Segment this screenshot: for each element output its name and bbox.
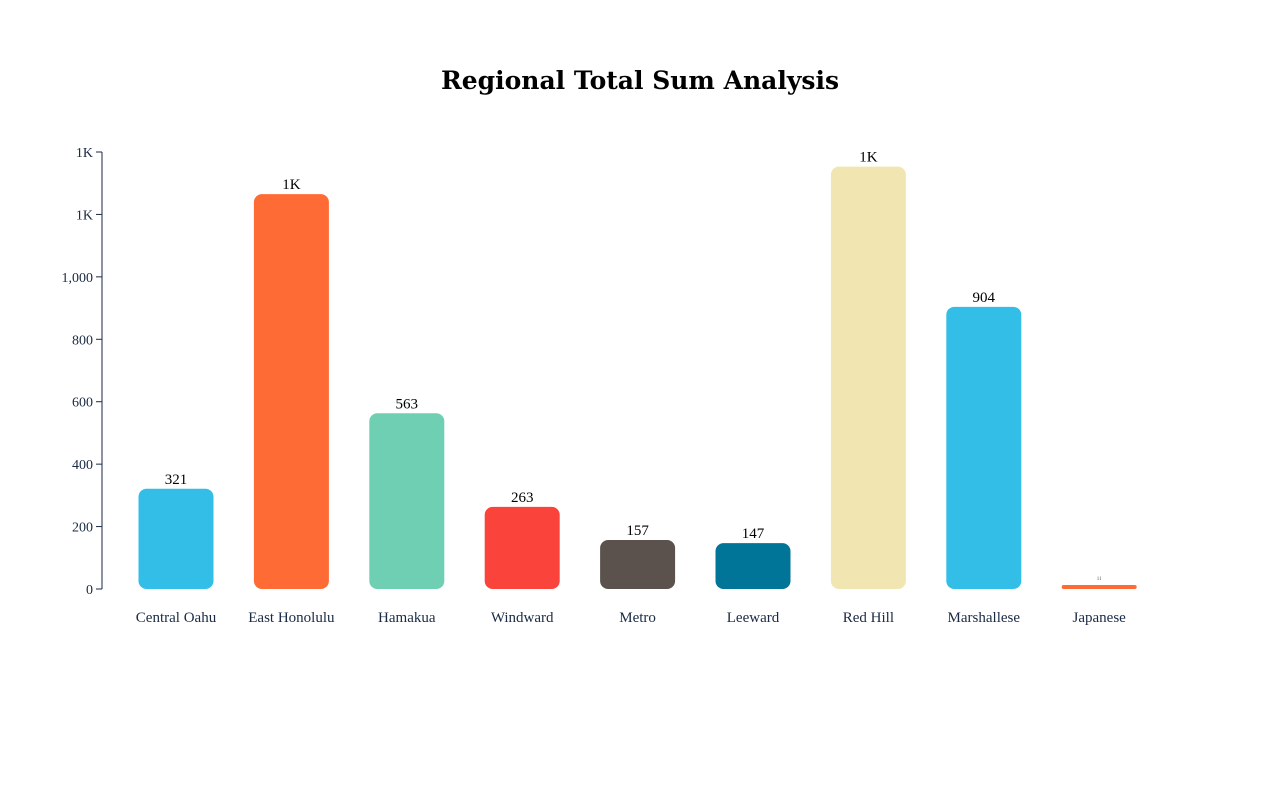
- bar-marshallese[interactable]: [946, 306, 1022, 589]
- data-label: 263: [511, 490, 534, 506]
- category-label: East Honolulu: [248, 610, 335, 626]
- category-label: Hamakua: [378, 610, 436, 626]
- category-label: Red Hill: [843, 610, 894, 626]
- y-tick-label: 0: [86, 583, 93, 598]
- bar-hamakua[interactable]: [369, 413, 445, 589]
- bar-leeward[interactable]: [715, 543, 791, 589]
- data-label: 904: [973, 290, 996, 306]
- data-label: 157: [626, 523, 649, 539]
- chart-title: Regional Total Sum Analysis: [440, 66, 840, 95]
- y-tick-label: 1K: [76, 208, 93, 223]
- bar-windward[interactable]: [484, 506, 560, 589]
- y-tick-label: 400: [72, 458, 93, 473]
- bars: [138, 166, 1137, 589]
- category-label: Leeward: [727, 610, 780, 626]
- bar-east-honolulu[interactable]: [253, 194, 329, 589]
- category-label: Central Oahu: [136, 610, 217, 626]
- category-label: Marshallese: [948, 610, 1021, 626]
- bar-red-hill[interactable]: [830, 166, 906, 589]
- y-tick-label: 1K: [76, 146, 93, 161]
- category-labels: Central Oahu East Honolulu Hamakua Windward…: [136, 610, 1126, 626]
- category-label: Windward: [491, 610, 554, 626]
- bar-central-oahu[interactable]: [138, 488, 214, 589]
- y-tick-label: 600: [72, 396, 93, 411]
- category-label: Japanese: [1073, 610, 1127, 626]
- y-tick-label: 200: [72, 521, 93, 536]
- y-tick-label: 1,000: [62, 271, 94, 286]
- data-label: 11: [1097, 577, 1102, 582]
- bar-japanese[interactable]: [1061, 585, 1137, 589]
- data-label: 1K: [859, 150, 878, 166]
- bar-metro[interactable]: [600, 539, 676, 589]
- data-label: 563: [396, 396, 419, 412]
- category-label: Metro: [619, 610, 656, 626]
- data-label: 321: [165, 472, 188, 488]
- data-label: 147: [742, 526, 765, 542]
- y-tick-label: 800: [72, 333, 93, 348]
- y-axis: 0 200 400 600 800 1,000 1K 1K: [62, 146, 103, 598]
- data-label: 1K: [282, 177, 301, 193]
- data-labels: 321 1K 563 263 157 147 1K 904 11: [165, 150, 1102, 582]
